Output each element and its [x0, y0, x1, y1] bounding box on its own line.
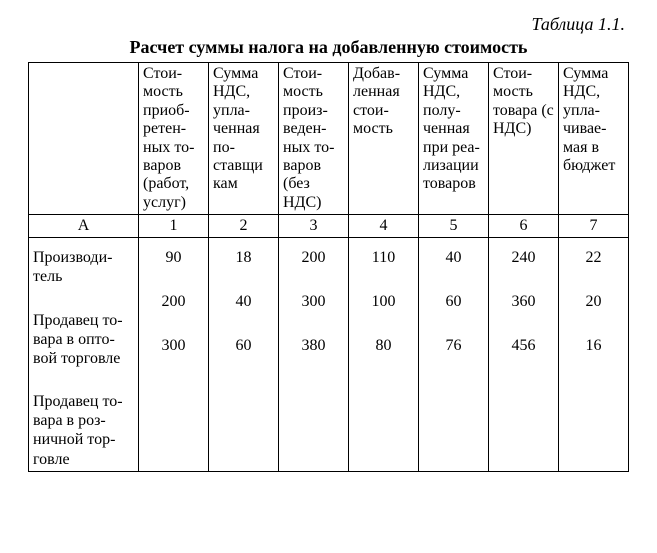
- table-label: Таблица 1.1.: [28, 14, 625, 35]
- table-header-row: Стои-мость приоб-ретен-ных то-варов (раб…: [29, 63, 629, 215]
- cell-r2-c3: 300: [283, 292, 344, 312]
- cell-r1-c2: 18: [213, 248, 274, 268]
- header-col-6: Стои-мость товара (с НДС): [489, 63, 559, 215]
- cell-r3-c7: 16: [563, 336, 624, 356]
- header-col-1: Стои-мость приоб-ретен-ных то-варов (раб…: [139, 63, 209, 215]
- header-col-3: Стои-мость произ-веден-ных то-варов (без…: [279, 63, 349, 215]
- cell-r1-c7: 22: [563, 248, 624, 268]
- table-index-row: А 1 2 3 4 5 6 7: [29, 215, 629, 238]
- index-3: 3: [279, 215, 349, 238]
- index-5: 5: [419, 215, 489, 238]
- cell-r3-c5: 76: [423, 336, 484, 356]
- cell-r1-c1: 90: [143, 248, 204, 268]
- cell-r1-c6: 240: [493, 248, 554, 268]
- header-col-7: Сумма НДС, упла-чивае-мая в бюджет: [559, 63, 629, 215]
- cell-r2-c2: 40: [213, 292, 274, 312]
- header-blank: [29, 63, 139, 215]
- cell-r1-c3: 200: [283, 248, 344, 268]
- cell-r2-c5: 60: [423, 292, 484, 312]
- index-2: 2: [209, 215, 279, 238]
- cell-r3-c6: 456: [493, 336, 554, 356]
- row-label-3: Продавец то-вара в роз-ничной тор-говле: [33, 392, 134, 469]
- cell-r3-c2: 60: [213, 336, 274, 356]
- index-1: 1: [139, 215, 209, 238]
- cell-r1-c5: 40: [423, 248, 484, 268]
- table-title: Расчет суммы налога на добавленную стоим…: [28, 37, 629, 58]
- cell-r3-c4: 80: [353, 336, 414, 356]
- cell-r1-c4: 110: [353, 248, 414, 268]
- index-4: 4: [349, 215, 419, 238]
- table-body: Производи-тель Продавец то-вара в опто-в…: [29, 238, 629, 472]
- vat-table: Стои-мость приоб-ретен-ных то-варов (раб…: [28, 62, 629, 472]
- cell-r3-c3: 380: [283, 336, 344, 356]
- index-6: 6: [489, 215, 559, 238]
- cell-r2-c1: 200: [143, 292, 204, 312]
- header-col-5: Сумма НДС, полу-ченная при реа-лизации т…: [419, 63, 489, 215]
- cell-r2-c6: 360: [493, 292, 554, 312]
- row-label-2: Продавец то-вара в опто-вой торговле: [33, 311, 134, 369]
- index-letter: А: [29, 215, 139, 238]
- header-col-4: Добав-ленная стои-мость: [349, 63, 419, 215]
- index-7: 7: [559, 215, 629, 238]
- row-label-1: Производи-тель: [33, 248, 134, 286]
- header-col-2: Сумма НДС, упла-ченная по-ставщи кам: [209, 63, 279, 215]
- cell-r2-c4: 100: [353, 292, 414, 312]
- cell-r3-c1: 300: [143, 336, 204, 356]
- cell-r2-c7: 20: [563, 292, 624, 312]
